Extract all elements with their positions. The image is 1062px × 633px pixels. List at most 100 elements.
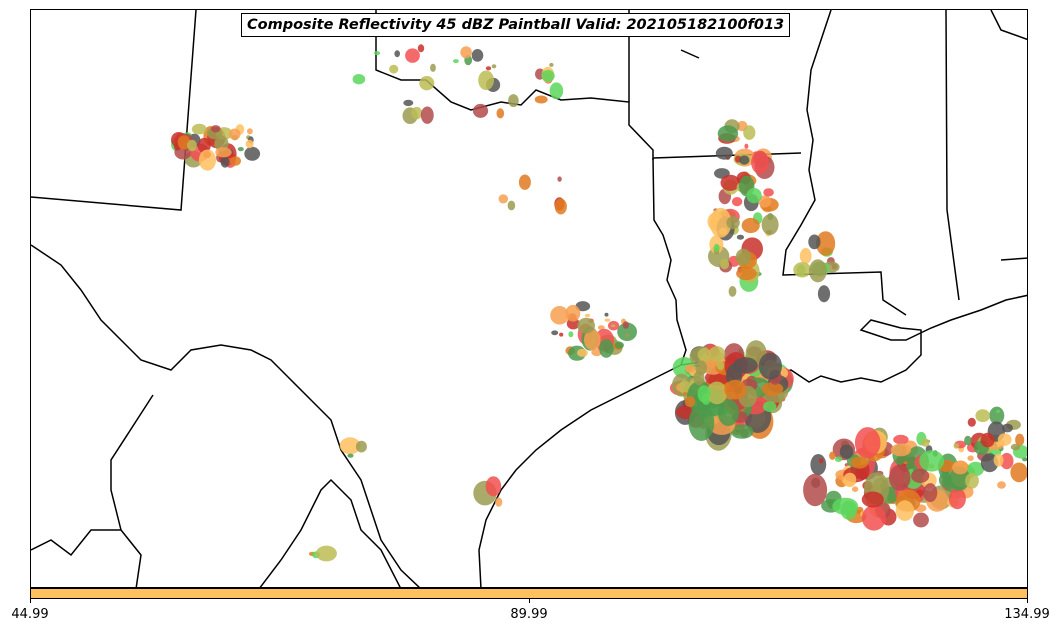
storm-cell bbox=[565, 304, 581, 322]
storm-cell bbox=[339, 437, 361, 455]
storm-cell bbox=[967, 461, 985, 477]
mx-state-boundary-2 bbox=[110, 394, 154, 531]
storm-cell bbox=[518, 174, 531, 190]
storm-cell bbox=[315, 545, 337, 562]
colorbar-tick bbox=[529, 599, 530, 603]
storm-cell bbox=[720, 174, 741, 191]
storm-cell bbox=[758, 195, 771, 208]
storm-cell bbox=[818, 458, 824, 464]
storm-cell bbox=[965, 473, 979, 489]
colorbar-tick bbox=[30, 599, 31, 603]
storm-cell bbox=[817, 285, 831, 303]
storm-cell bbox=[625, 333, 630, 338]
storm-cell bbox=[491, 64, 497, 69]
storm-cell bbox=[478, 70, 494, 91]
storm-cell bbox=[237, 147, 244, 152]
colorbar bbox=[30, 588, 1028, 599]
map-panel bbox=[30, 9, 1028, 588]
storm-cell bbox=[679, 380, 691, 395]
sabine-river bbox=[652, 157, 687, 366]
storm-cell bbox=[735, 248, 752, 266]
storm-cell bbox=[230, 156, 241, 166]
storm-cell bbox=[996, 409, 1001, 413]
storm-cell bbox=[708, 346, 726, 362]
storm-cell bbox=[622, 321, 629, 329]
mississippi-river bbox=[782, 10, 907, 316]
storm-cell bbox=[717, 399, 740, 427]
storm-cell bbox=[706, 381, 728, 405]
storm-cell bbox=[614, 341, 624, 349]
storm-cell bbox=[923, 483, 938, 503]
storm-cell bbox=[709, 207, 732, 238]
storm-cell bbox=[743, 125, 756, 140]
storm-cell bbox=[816, 231, 836, 256]
storm-cell bbox=[967, 417, 976, 427]
rio-grande bbox=[31, 244, 420, 587]
colorbar-tick-label-mid: 89.99 bbox=[510, 607, 548, 622]
storm-cell bbox=[888, 464, 911, 491]
storm-cell bbox=[758, 352, 783, 380]
storm-cell bbox=[993, 453, 1004, 467]
lake-fragment bbox=[680, 49, 700, 59]
storm-cell bbox=[197, 137, 211, 153]
storm-cell bbox=[713, 243, 720, 253]
storm-cell bbox=[495, 497, 503, 507]
storm-cell bbox=[975, 409, 990, 423]
storm-cell bbox=[688, 405, 715, 441]
storm-cell bbox=[355, 440, 367, 453]
storm-cell bbox=[989, 406, 1005, 425]
storm-cell bbox=[895, 500, 915, 521]
storm-cell bbox=[541, 69, 555, 82]
storm-cell bbox=[191, 123, 207, 135]
storm-cell bbox=[997, 481, 1006, 489]
colorbar-tick bbox=[1027, 599, 1028, 603]
storm-cell bbox=[419, 76, 435, 91]
storm-cell bbox=[834, 456, 843, 463]
storm-cell bbox=[472, 103, 489, 118]
storm-cell bbox=[893, 434, 909, 445]
storm-cell bbox=[728, 286, 737, 297]
storm-cell bbox=[810, 454, 827, 476]
storm-cell bbox=[726, 216, 740, 230]
storm-cell bbox=[720, 258, 730, 270]
storm-cell bbox=[808, 234, 821, 250]
storm-cells bbox=[171, 44, 1027, 562]
storm-cell bbox=[967, 455, 974, 462]
storm-cell bbox=[549, 62, 554, 67]
storm-cell bbox=[964, 435, 972, 446]
storm-cell bbox=[403, 99, 414, 107]
storm-cell bbox=[861, 505, 886, 531]
storm-cell bbox=[584, 329, 601, 351]
storm-cell bbox=[890, 443, 912, 457]
storm-cell bbox=[485, 66, 492, 71]
storm-cell bbox=[420, 106, 434, 124]
storm-cell bbox=[187, 139, 197, 152]
storm-cell bbox=[577, 348, 588, 357]
storm-cell bbox=[568, 331, 574, 338]
storm-cell bbox=[430, 63, 436, 72]
storm-cell bbox=[1000, 452, 1014, 470]
storm-cell bbox=[938, 472, 952, 488]
storm-cell bbox=[763, 401, 777, 412]
storm-cell bbox=[245, 139, 254, 149]
storm-cell bbox=[843, 472, 857, 486]
storm-cell bbox=[761, 214, 779, 236]
storm-cell bbox=[736, 266, 757, 281]
storm-cell bbox=[854, 427, 881, 459]
storm-cell bbox=[851, 486, 859, 493]
storm-cell bbox=[597, 325, 605, 330]
storm-cell bbox=[809, 259, 827, 283]
storm-cell bbox=[549, 82, 564, 100]
storm-cell bbox=[952, 460, 969, 475]
storm-cell bbox=[417, 44, 425, 53]
storm-cell bbox=[913, 512, 929, 528]
storm-cell bbox=[793, 262, 812, 278]
mx-state-boundary-3 bbox=[259, 478, 401, 587]
storm-cell bbox=[210, 125, 221, 133]
storm-cell bbox=[911, 468, 930, 483]
storm-cell bbox=[997, 433, 1012, 446]
storm-cell bbox=[228, 128, 241, 140]
ms-al-boundary bbox=[945, 10, 960, 301]
reflectivity-map bbox=[31, 10, 1027, 587]
storm-cell bbox=[839, 444, 854, 459]
